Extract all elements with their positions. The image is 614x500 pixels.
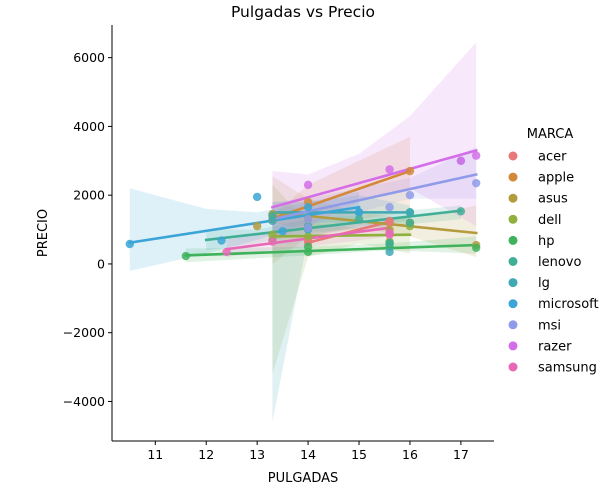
y-tick-label: −4000 xyxy=(63,394,105,409)
hp-point xyxy=(303,242,313,251)
lenovo-point xyxy=(385,239,394,248)
legend-label-lenovo: lenovo xyxy=(538,255,581,270)
dell-point xyxy=(303,232,313,241)
legend-marker-razer xyxy=(508,341,518,351)
lg-point xyxy=(385,247,394,257)
samsung-point xyxy=(385,228,394,238)
msi-regression-line xyxy=(270,173,478,221)
lenovo-regression-line xyxy=(204,209,463,242)
x-tick-label: 12 xyxy=(198,447,214,462)
legend-marker-lenovo xyxy=(508,257,518,266)
legend: MARCA acer apple asus dell hp lenovo lg microso… xyxy=(508,127,599,376)
data-points xyxy=(125,151,481,261)
legend-marker-lg xyxy=(508,278,518,288)
razer-point xyxy=(471,151,481,160)
y-tick-label: 6000 xyxy=(73,50,105,65)
microsoft-point xyxy=(217,236,226,245)
acer-point xyxy=(385,218,394,227)
legend-marker-acer xyxy=(508,151,518,161)
chart-title: Pulgadas vs Precio xyxy=(231,3,375,21)
legend-label-microsoft: microsoft xyxy=(538,297,599,312)
x-tick-label: 14 xyxy=(300,447,316,462)
razer-regression-line xyxy=(270,148,478,209)
x-tick-label: 15 xyxy=(351,447,367,462)
x-tick-label: 17 xyxy=(453,447,469,462)
legend-label-msi: msi xyxy=(538,318,561,333)
x-tick-label: 16 xyxy=(402,447,418,462)
hp-regression-line xyxy=(184,243,478,257)
lenovo-point xyxy=(456,207,466,216)
msi-point xyxy=(303,223,313,233)
y-tick-label: 2000 xyxy=(73,188,105,203)
msi-point xyxy=(471,178,481,188)
microsoft-regression-line xyxy=(128,205,361,245)
x-tick-label: 13 xyxy=(249,447,265,462)
legend-title: MARCA xyxy=(527,127,574,142)
legend-label-hp: hp xyxy=(538,234,555,249)
lenovo-point xyxy=(405,218,415,227)
microsoft-point xyxy=(252,192,262,202)
razer-point xyxy=(385,165,394,174)
y-axis-title: PRECIO xyxy=(36,209,51,257)
legend-label-lg: lg xyxy=(538,276,550,291)
x-axis-ticks: 11 12 13 14 15 16 17 xyxy=(147,441,469,462)
apple-regression-line xyxy=(270,169,412,221)
legend-label-asus: asus xyxy=(538,192,568,207)
apple-point xyxy=(405,166,415,176)
legend-marker-asus xyxy=(508,193,518,203)
microsoft-point xyxy=(125,239,135,249)
samsung-point xyxy=(268,237,277,246)
confidence-bands xyxy=(129,42,477,423)
msi-point xyxy=(303,215,313,224)
asus-point xyxy=(252,221,262,231)
hp-point xyxy=(181,251,191,261)
hp-point xyxy=(471,243,481,252)
microsoft-point xyxy=(278,227,287,236)
razer-confidence-band xyxy=(272,42,477,240)
razer-point xyxy=(303,180,313,190)
x-tick-label: 11 xyxy=(147,447,163,462)
lg-point xyxy=(268,216,277,226)
y-tick-label: −2000 xyxy=(63,325,105,340)
microsoft-point xyxy=(303,203,313,212)
microsoft-point xyxy=(354,208,364,217)
legend-marker-samsung xyxy=(508,362,518,372)
legend-marker-hp xyxy=(508,235,518,245)
legend-marker-msi xyxy=(508,320,518,330)
legend-label-samsung: samsung xyxy=(538,361,597,376)
lg-point xyxy=(405,208,415,217)
msi-point xyxy=(385,203,394,212)
legend-label-dell: dell xyxy=(538,213,561,228)
legend-label-acer: acer xyxy=(538,150,567,165)
lenovo-point xyxy=(354,215,364,224)
y-axis-ticks: −4000 −2000 0 2000 4000 6000 xyxy=(63,50,112,409)
msi-confidence-band xyxy=(272,147,477,237)
y-tick-label: 4000 xyxy=(73,119,105,134)
legend-label-apple: apple xyxy=(538,171,574,186)
legend-marker-apple xyxy=(508,172,518,182)
msi-point xyxy=(405,190,415,200)
legend-marker-microsoft xyxy=(508,299,518,309)
x-axis-title: PULGADAS xyxy=(268,471,339,486)
legend-items: acer apple asus dell hp lenovo lg microsoft msi r… xyxy=(508,150,599,376)
samsung-point xyxy=(222,247,231,257)
y-tick-label: 0 xyxy=(97,256,105,271)
razer-point xyxy=(456,156,466,166)
legend-marker-dell xyxy=(508,214,518,224)
legend-label-razer: razer xyxy=(538,339,572,354)
